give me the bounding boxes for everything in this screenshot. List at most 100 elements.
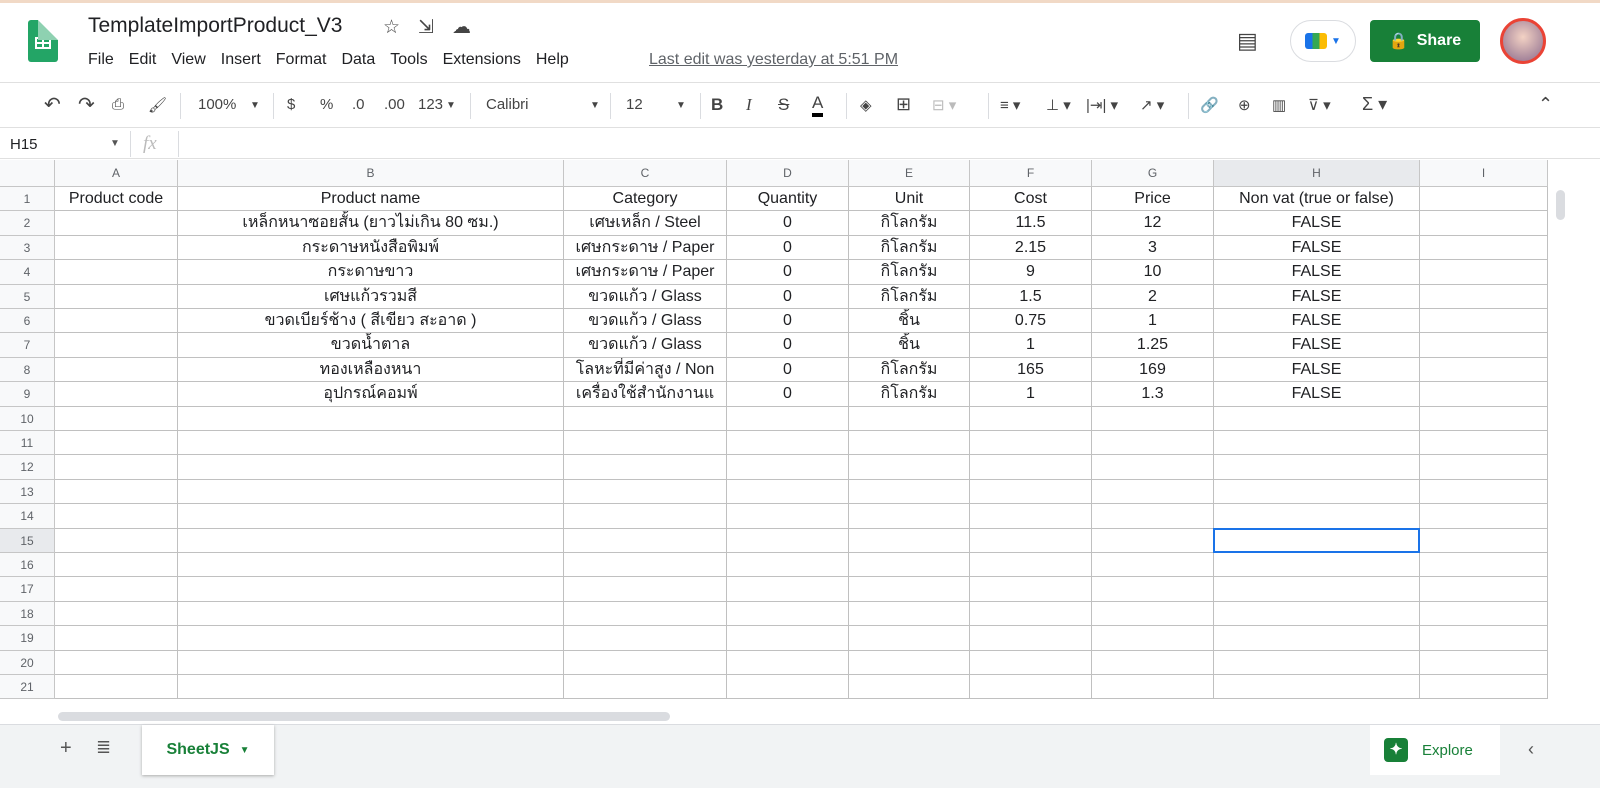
table-cell[interactable] bbox=[1420, 187, 1548, 212]
table-cell[interactable]: 1 bbox=[970, 382, 1092, 407]
table-cell[interactable]: กระดาษขาว bbox=[178, 260, 564, 285]
table-cell[interactable]: กิโลกรัม bbox=[849, 260, 970, 285]
table-cell[interactable] bbox=[55, 260, 178, 285]
table-cell[interactable]: 0 bbox=[727, 284, 849, 309]
menu-edit[interactable]: Edit bbox=[128, 51, 157, 68]
table-cell[interactable] bbox=[1214, 504, 1420, 529]
row-header[interactable]: 19 bbox=[0, 626, 55, 651]
table-cell[interactable] bbox=[727, 479, 849, 505]
table-cell[interactable] bbox=[178, 504, 564, 529]
table-cell[interactable]: 2 bbox=[1092, 284, 1214, 309]
table-cell[interactable]: เศษเหล็ก / Steel bbox=[564, 211, 727, 236]
bold-icon[interactable]: B bbox=[711, 95, 724, 114]
paint-format-icon[interactable]: 🖌 bbox=[148, 97, 168, 114]
table-cell[interactable] bbox=[55, 284, 178, 309]
row-header[interactable]: 14 bbox=[0, 504, 55, 529]
table-cell[interactable]: Product name bbox=[178, 187, 564, 212]
vertical-scrollbar[interactable] bbox=[1556, 190, 1565, 220]
table-cell[interactable] bbox=[1420, 577, 1548, 602]
more-formats-button[interactable]: 123 bbox=[418, 96, 444, 113]
table-cell[interactable]: ชิ้น bbox=[849, 333, 970, 358]
table-cell[interactable] bbox=[849, 601, 970, 627]
table-cell[interactable]: 1.3 bbox=[1092, 382, 1214, 407]
table-cell[interactable] bbox=[564, 504, 727, 529]
table-cell[interactable] bbox=[55, 406, 178, 431]
menu-file[interactable]: File bbox=[88, 51, 114, 68]
table-cell[interactable] bbox=[1092, 528, 1214, 553]
table-cell[interactable] bbox=[727, 626, 849, 651]
table-cell[interactable] bbox=[55, 479, 178, 505]
table-cell[interactable] bbox=[55, 431, 178, 456]
table-cell[interactable]: FALSE bbox=[1214, 284, 1420, 309]
font-select[interactable]: Calibri bbox=[486, 96, 529, 113]
table-cell[interactable]: กระดาษหนังสือพิมพ์ bbox=[178, 235, 564, 261]
table-cell[interactable] bbox=[727, 601, 849, 627]
table-cell[interactable] bbox=[849, 650, 970, 675]
table-cell[interactable] bbox=[1420, 357, 1548, 383]
name-box[interactable]: H15 bbox=[10, 136, 38, 153]
increase-decimal-button[interactable]: .00 bbox=[384, 96, 405, 113]
link-icon[interactable]: 🔗 bbox=[1200, 97, 1219, 114]
row-header[interactable]: 18 bbox=[0, 601, 55, 627]
menu-extensions[interactable]: Extensions bbox=[442, 51, 521, 68]
table-cell[interactable] bbox=[1092, 553, 1214, 578]
horizontal-scrollbar[interactable] bbox=[58, 712, 670, 721]
table-cell[interactable] bbox=[564, 479, 727, 505]
table-cell[interactable]: Quantity bbox=[727, 187, 849, 212]
table-cell[interactable] bbox=[727, 577, 849, 602]
row-header[interactable]: 8 bbox=[0, 357, 55, 383]
table-cell[interactable]: 2.15 bbox=[970, 235, 1092, 261]
add-sheet-icon[interactable]: + bbox=[60, 737, 72, 759]
table-cell[interactable] bbox=[564, 601, 727, 627]
table-cell[interactable] bbox=[970, 479, 1092, 505]
table-cell[interactable]: กิโลกรัม bbox=[849, 284, 970, 309]
table-cell[interactable] bbox=[564, 528, 727, 553]
table-cell[interactable] bbox=[1420, 211, 1548, 236]
table-cell[interactable] bbox=[178, 479, 564, 505]
table-cell[interactable]: เหล็กหนาซอยสั้น (ยาวไม่เกิน 80 ซม.) bbox=[178, 211, 564, 236]
table-cell[interactable] bbox=[1420, 650, 1548, 675]
table-cell[interactable] bbox=[55, 235, 178, 261]
table-cell[interactable] bbox=[178, 406, 564, 431]
column-header-d[interactable]: D bbox=[727, 160, 849, 187]
merge-cells-icon[interactable]: ⊟ ▾ bbox=[932, 97, 957, 114]
table-cell[interactable] bbox=[1420, 284, 1548, 309]
table-cell[interactable] bbox=[1214, 406, 1420, 431]
table-cell[interactable] bbox=[55, 553, 178, 578]
table-cell[interactable]: กิโลกรัม bbox=[849, 211, 970, 236]
table-cell[interactable]: เศษกระดาษ / Paper bbox=[564, 260, 727, 285]
table-cell[interactable] bbox=[55, 455, 178, 480]
redo-icon[interactable]: ↷ bbox=[78, 94, 95, 116]
text-rotation-icon[interactable]: ↗ ▾ bbox=[1140, 97, 1165, 114]
menu-format[interactable]: Format bbox=[275, 51, 327, 68]
row-header[interactable]: 11 bbox=[0, 431, 55, 456]
table-cell[interactable] bbox=[1420, 406, 1548, 431]
row-header[interactable]: 12 bbox=[0, 455, 55, 480]
table-cell[interactable]: ขวดแก้ว / Glass bbox=[564, 309, 727, 334]
table-cell[interactable] bbox=[55, 504, 178, 529]
table-cell[interactable]: Non vat (true or false) bbox=[1214, 187, 1420, 212]
insert-chart-icon[interactable]: ▥ bbox=[1272, 97, 1287, 114]
collapse-toolbar-icon[interactable]: ⌃ bbox=[1538, 94, 1554, 114]
table-cell[interactable] bbox=[970, 504, 1092, 529]
table-cell[interactable] bbox=[1092, 650, 1214, 675]
currency-button[interactable]: $ bbox=[287, 96, 296, 113]
table-cell[interactable] bbox=[727, 528, 849, 553]
table-cell[interactable] bbox=[970, 601, 1092, 627]
table-cell[interactable] bbox=[1214, 577, 1420, 602]
table-cell[interactable] bbox=[970, 675, 1092, 700]
column-header-g[interactable]: G bbox=[1092, 160, 1214, 187]
text-color-icon[interactable]: A bbox=[812, 93, 824, 117]
explore-button[interactable]: ✦ Explore bbox=[1370, 725, 1500, 775]
row-header[interactable]: 7 bbox=[0, 333, 55, 358]
chevron-down-icon[interactable]: ▼ bbox=[239, 744, 250, 756]
table-cell[interactable] bbox=[1092, 601, 1214, 627]
row-header[interactable]: 2 bbox=[0, 211, 55, 236]
undo-icon[interactable]: ↶ bbox=[44, 94, 61, 116]
table-cell[interactable] bbox=[1420, 601, 1548, 627]
chevron-down-icon[interactable]: ▼ bbox=[110, 138, 120, 149]
select-all-corner[interactable] bbox=[0, 160, 55, 187]
table-cell[interactable]: 1 bbox=[970, 333, 1092, 358]
table-cell[interactable]: 0 bbox=[727, 235, 849, 261]
table-cell[interactable] bbox=[727, 650, 849, 675]
